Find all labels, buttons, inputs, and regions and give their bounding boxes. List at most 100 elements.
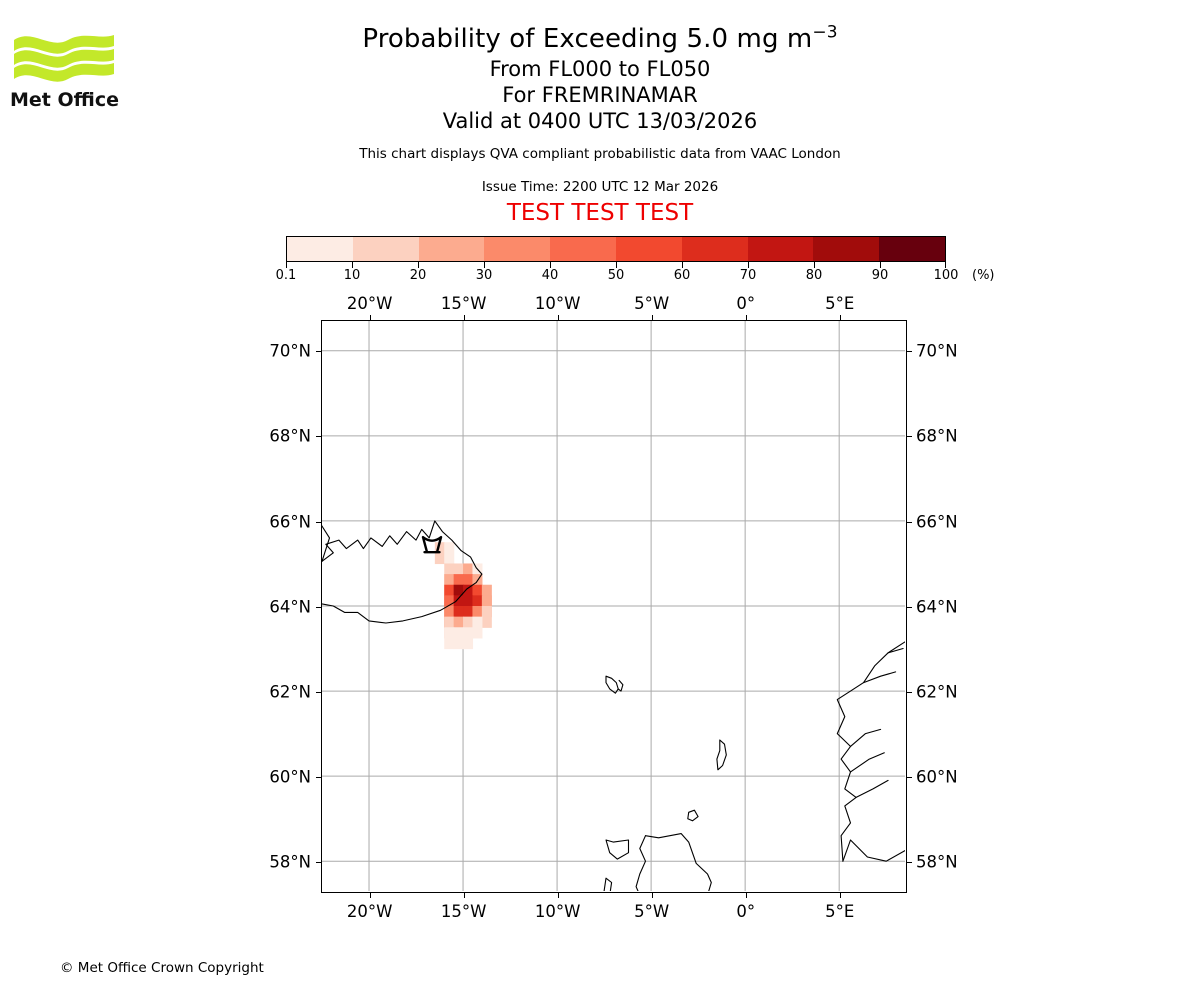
colorbar-segment-4 bbox=[550, 237, 616, 261]
colorbar-segment-0 bbox=[287, 237, 353, 261]
colorbar-segment-7 bbox=[747, 237, 814, 261]
colorbar-tick-label-8: 80 bbox=[805, 268, 823, 283]
lon-label-bottom-4: 0° bbox=[736, 902, 756, 921]
colorbar-tick-1 bbox=[352, 262, 353, 268]
issue-time: Issue Time: 2200 UTC 12 Mar 2026 bbox=[481, 179, 719, 195]
lon-label-bottom-2: 10°W bbox=[534, 902, 581, 921]
lat-label-left-3: 64°N bbox=[269, 597, 311, 617]
flight-levels-line: From FL000 to FL050 bbox=[489, 57, 711, 81]
colorbar-tick-0 bbox=[286, 262, 287, 268]
colorbar-tick-label-0: 0.1 bbox=[275, 268, 297, 283]
colorbar-tick-3 bbox=[484, 262, 485, 268]
page-title: Probability of Exceeding 5.0 mg m−3 bbox=[180, 22, 1020, 56]
lon-label-top-2: 10°W bbox=[534, 294, 581, 313]
lon-tick-bottom-1 bbox=[463, 893, 465, 898]
lon-tick-bottom-5 bbox=[839, 893, 841, 898]
lat-tick-right-2 bbox=[907, 691, 912, 693]
colorbar-tick-8 bbox=[814, 262, 815, 268]
colorbar-tick-label-9: 90 bbox=[871, 268, 889, 283]
coastlines bbox=[322, 520, 905, 891]
colorbar-tick-7 bbox=[748, 262, 749, 268]
colorbar-segment-8 bbox=[813, 237, 880, 261]
coastline-1 bbox=[322, 525, 331, 562]
copyright-notice: © Met Office Crown Copyright bbox=[60, 960, 264, 976]
colorbar-tick-label-10: 100 bbox=[933, 268, 959, 283]
colorbar-tick-9 bbox=[880, 262, 881, 268]
lat-label-right-3: 64°N bbox=[916, 597, 958, 617]
colorbar-segment-9 bbox=[879, 237, 945, 261]
lon-label-top-3: 5°W bbox=[634, 294, 670, 313]
lat-tick-left-5 bbox=[316, 436, 321, 438]
page-title-text: Probability of Exceeding 5.0 mg m bbox=[362, 24, 813, 54]
lat-label-right-6: 70°N bbox=[916, 341, 958, 361]
lat-label-left-0: 58°N bbox=[269, 852, 311, 872]
colorbar-tick-label-4: 40 bbox=[541, 268, 559, 283]
lat-tick-left-1 bbox=[316, 776, 321, 778]
ash-probability-cells bbox=[434, 542, 492, 650]
lat-label-left-6: 70°N bbox=[269, 341, 311, 361]
lat-label-left-1: 60°N bbox=[269, 767, 311, 787]
lat-tick-left-3 bbox=[316, 606, 321, 608]
lon-label-top-0: 20°W bbox=[346, 294, 393, 313]
coastline-14 bbox=[863, 671, 897, 684]
lon-label-bottom-1: 15°W bbox=[440, 902, 487, 921]
coastline-2 bbox=[605, 675, 619, 694]
lon-label-top-4: 0° bbox=[736, 294, 756, 313]
colorbar-segment-1 bbox=[352, 237, 419, 261]
colorbar-tick-label-6: 60 bbox=[673, 268, 691, 283]
ash-cell-30 bbox=[453, 627, 464, 650]
map-panel[interactable] bbox=[321, 320, 907, 893]
lat-tick-left-6 bbox=[316, 351, 321, 353]
volcano-name-line: For FREMRINAMAR bbox=[502, 83, 698, 107]
ash-cell-28 bbox=[472, 616, 483, 639]
lat-label-right-2: 62°N bbox=[916, 682, 958, 702]
lon-tick-bottom-3 bbox=[651, 893, 653, 898]
ash-cell-31 bbox=[463, 627, 474, 650]
lat-tick-right-3 bbox=[907, 606, 912, 608]
logo-waves bbox=[14, 35, 114, 82]
qva-note: This chart displays QVA compliant probab… bbox=[359, 146, 841, 162]
logo-text: Met Office bbox=[10, 89, 119, 111]
colorbar-tick-label-7: 70 bbox=[739, 268, 757, 283]
lon-tick-top-3 bbox=[651, 315, 653, 320]
lon-label-top-1: 15°W bbox=[440, 294, 487, 313]
colorbar-tick-2 bbox=[418, 262, 419, 268]
lon-label-top-5: 5°E bbox=[825, 294, 855, 313]
coastline-5 bbox=[687, 809, 699, 822]
map-canvas bbox=[322, 321, 905, 891]
test-banner: TEST TEST TEST bbox=[506, 200, 694, 226]
lat-label-left-2: 62°N bbox=[269, 682, 311, 702]
coastline-3 bbox=[617, 679, 624, 692]
chart-header: Probability of Exceeding 5.0 mg m−3 From… bbox=[180, 22, 1020, 226]
coastline-0 bbox=[322, 520, 483, 624]
lat-label-right-5: 68°N bbox=[916, 426, 958, 446]
lon-label-bottom-5: 5°E bbox=[825, 902, 855, 921]
coastline-7 bbox=[635, 835, 647, 891]
colorbar-tick-6 bbox=[682, 262, 683, 268]
lat-label-right-1: 60°N bbox=[916, 767, 958, 787]
lon-label-bottom-3: 5°W bbox=[634, 902, 670, 921]
lon-tick-top-0 bbox=[369, 315, 371, 320]
colorbar-tick-4 bbox=[550, 262, 551, 268]
coastline-12 bbox=[849, 752, 885, 773]
colorbar bbox=[286, 236, 946, 262]
page-title-exponent: −3 bbox=[812, 22, 838, 43]
lat-tick-right-1 bbox=[907, 776, 912, 778]
lat-tick-right-4 bbox=[907, 521, 912, 523]
colorbar-tick-label-3: 30 bbox=[475, 268, 493, 283]
ash-cell-24 bbox=[481, 606, 492, 628]
lat-label-right-4: 66°N bbox=[916, 512, 958, 532]
colorbar-tick-10 bbox=[945, 262, 946, 268]
lon-tick-bottom-2 bbox=[557, 893, 559, 898]
lon-label-bottom-0: 20°W bbox=[346, 902, 393, 921]
colorbar-tick-label-2: 20 bbox=[409, 268, 427, 283]
graticule bbox=[322, 321, 905, 891]
colorbar-segment-5 bbox=[615, 237, 682, 261]
colorbar-segment-2 bbox=[418, 237, 485, 261]
lon-tick-bottom-0 bbox=[369, 893, 371, 898]
coastline-10 bbox=[842, 839, 905, 862]
coastline-16 bbox=[887, 647, 904, 654]
colorbar-tick-5 bbox=[616, 262, 617, 268]
colorbar-segment-6 bbox=[681, 237, 748, 261]
lon-tick-top-5 bbox=[839, 315, 841, 320]
